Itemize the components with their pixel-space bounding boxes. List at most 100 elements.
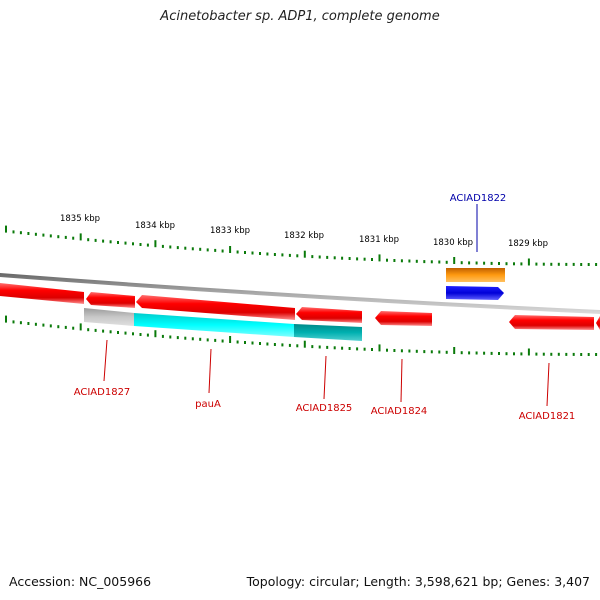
- major-tick: [527, 348, 530, 356]
- minor-tick: [57, 235, 60, 239]
- minor-tick: [87, 238, 90, 242]
- minor-tick: [587, 353, 590, 356]
- minor-tick: [184, 246, 187, 250]
- label-paua[interactable]: pauA: [195, 399, 221, 410]
- minor-tick: [251, 341, 254, 345]
- minor-tick: [191, 337, 194, 341]
- minor-tick: [132, 332, 134, 336]
- minor-tick: [102, 239, 105, 243]
- gene-paua[interactable]: [136, 295, 295, 320]
- minor-tick: [557, 262, 560, 266]
- minor-tick: [423, 350, 426, 354]
- minor-tick: [184, 336, 187, 340]
- minor-tick: [445, 260, 448, 264]
- label-aciad1825[interactable]: ACIAD1825: [296, 403, 353, 414]
- minor-tick: [580, 353, 583, 356]
- feature-orange[interactable]: [446, 268, 505, 282]
- label-aciad1821[interactable]: ACIAD1821: [519, 411, 576, 422]
- minor-tick: [206, 248, 209, 252]
- minor-tick: [393, 259, 396, 262]
- major-tick: [527, 258, 530, 266]
- minor-tick: [498, 352, 500, 355]
- minor-tick: [199, 337, 202, 341]
- genome-summary-text: Topology: circular; Length: 3,598,621 bp…: [246, 574, 590, 589]
- minor-tick: [49, 324, 52, 328]
- feature-teal[interactable]: [294, 324, 362, 341]
- minor-tick: [139, 333, 142, 336]
- minor-tick: [311, 255, 314, 259]
- gene-aciad1824[interactable]: [375, 311, 432, 326]
- major-tick: [79, 323, 82, 331]
- minor-tick: [363, 257, 366, 261]
- minor-tick: [580, 263, 583, 266]
- scale-label-1830: 1830 kbp: [433, 238, 473, 248]
- minor-tick: [124, 241, 127, 245]
- minor-tick: [281, 343, 284, 347]
- minor-tick: [595, 353, 598, 356]
- minor-tick: [206, 338, 209, 342]
- minor-tick: [34, 232, 37, 236]
- map-title: Acinetobacter sp. ADP1, complete genome: [160, 9, 440, 24]
- feature-gray[interactable]: [84, 308, 134, 326]
- minor-tick: [124, 331, 127, 335]
- minor-tick: [557, 352, 560, 356]
- scale-label-1831: 1831 kbp: [359, 235, 399, 245]
- label-aciad1822[interactable]: ACIAD1822: [450, 193, 507, 204]
- minor-tick: [311, 345, 314, 349]
- minor-tick: [176, 246, 179, 250]
- minor-tick: [42, 233, 45, 237]
- minor-tick: [72, 236, 75, 240]
- feature-blue[interactable]: [446, 286, 504, 300]
- minor-tick: [214, 248, 217, 252]
- minor-tick: [460, 261, 463, 265]
- gene-labels: ACIAD1822 ACIAD1827 pauA ACIAD1825 ACIAD…: [74, 193, 576, 422]
- minor-tick: [19, 321, 22, 325]
- scale-labels: 1835 kbp 1834 kbp 1833 kbp 1832 kbp 1831…: [60, 214, 548, 249]
- minor-tick: [19, 231, 22, 235]
- major-tick: [79, 233, 82, 241]
- minor-tick: [214, 338, 217, 342]
- minor-tick: [117, 331, 119, 334]
- minor-tick: [296, 254, 299, 258]
- gene-left-edge[interactable]: [0, 283, 84, 304]
- scale-label-1833: 1833 kbp: [210, 226, 250, 236]
- minor-tick: [12, 230, 15, 234]
- minor-tick: [117, 241, 119, 244]
- feature-cyan[interactable]: [134, 313, 294, 337]
- minor-tick: [430, 260, 433, 264]
- minor-tick: [296, 344, 299, 348]
- gene-aciad1821[interactable]: [509, 315, 594, 330]
- minor-tick: [445, 350, 448, 354]
- major-tick: [154, 330, 157, 338]
- genome-backbone: [0, 273, 600, 314]
- minor-tick: [64, 235, 67, 239]
- gene-right-edge[interactable]: [596, 316, 600, 330]
- label-aciad1824[interactable]: ACIAD1824: [371, 406, 428, 417]
- minor-tick: [176, 336, 179, 340]
- gene-aciad1825[interactable]: [296, 307, 362, 323]
- minor-tick: [550, 352, 553, 356]
- minor-tick: [535, 262, 538, 266]
- label-aciad1827[interactable]: ACIAD1827: [74, 387, 131, 398]
- minor-tick: [348, 257, 351, 260]
- minor-tick: [273, 343, 276, 346]
- gene-aciad1827[interactable]: [86, 292, 135, 308]
- minor-tick: [587, 263, 590, 266]
- minor-tick: [169, 335, 172, 339]
- minor-tick: [333, 346, 336, 350]
- minor-tick: [341, 256, 344, 260]
- scale-label-1835: 1835 kbp: [60, 214, 100, 224]
- major-tick: [229, 336, 232, 343]
- minor-tick: [408, 259, 411, 263]
- minor-tick: [415, 259, 418, 263]
- label-leaders: [103, 204, 550, 407]
- minor-tick: [27, 322, 30, 325]
- minor-tick: [595, 263, 598, 266]
- minor-tick: [87, 328, 90, 332]
- minor-tick: [236, 250, 239, 254]
- minor-tick: [326, 255, 329, 259]
- minor-tick: [221, 249, 224, 253]
- major-tick: [378, 254, 381, 262]
- minor-tick: [273, 253, 276, 256]
- minor-tick: [42, 323, 45, 327]
